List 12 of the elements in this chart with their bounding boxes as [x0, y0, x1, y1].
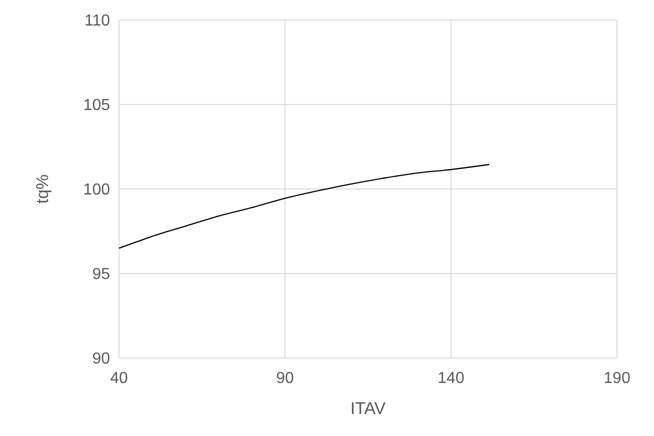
y-tick-label: 100	[83, 182, 110, 199]
x-tick-label: 90	[276, 370, 294, 387]
y-tick-label: 110	[84, 12, 110, 30]
x-tick-label: 40	[110, 370, 128, 387]
x-axis-title: ITAV	[350, 399, 386, 418]
x-tick-label: 190	[604, 370, 630, 387]
x-tick-label: 140	[438, 370, 464, 387]
line-series	[118, 164, 490, 249]
y-tick-label: 95	[92, 266, 110, 284]
y-axis-title: tq%	[33, 174, 52, 204]
y-tick-label: 90	[92, 350, 110, 368]
y-tick-label: 105	[83, 97, 110, 114]
